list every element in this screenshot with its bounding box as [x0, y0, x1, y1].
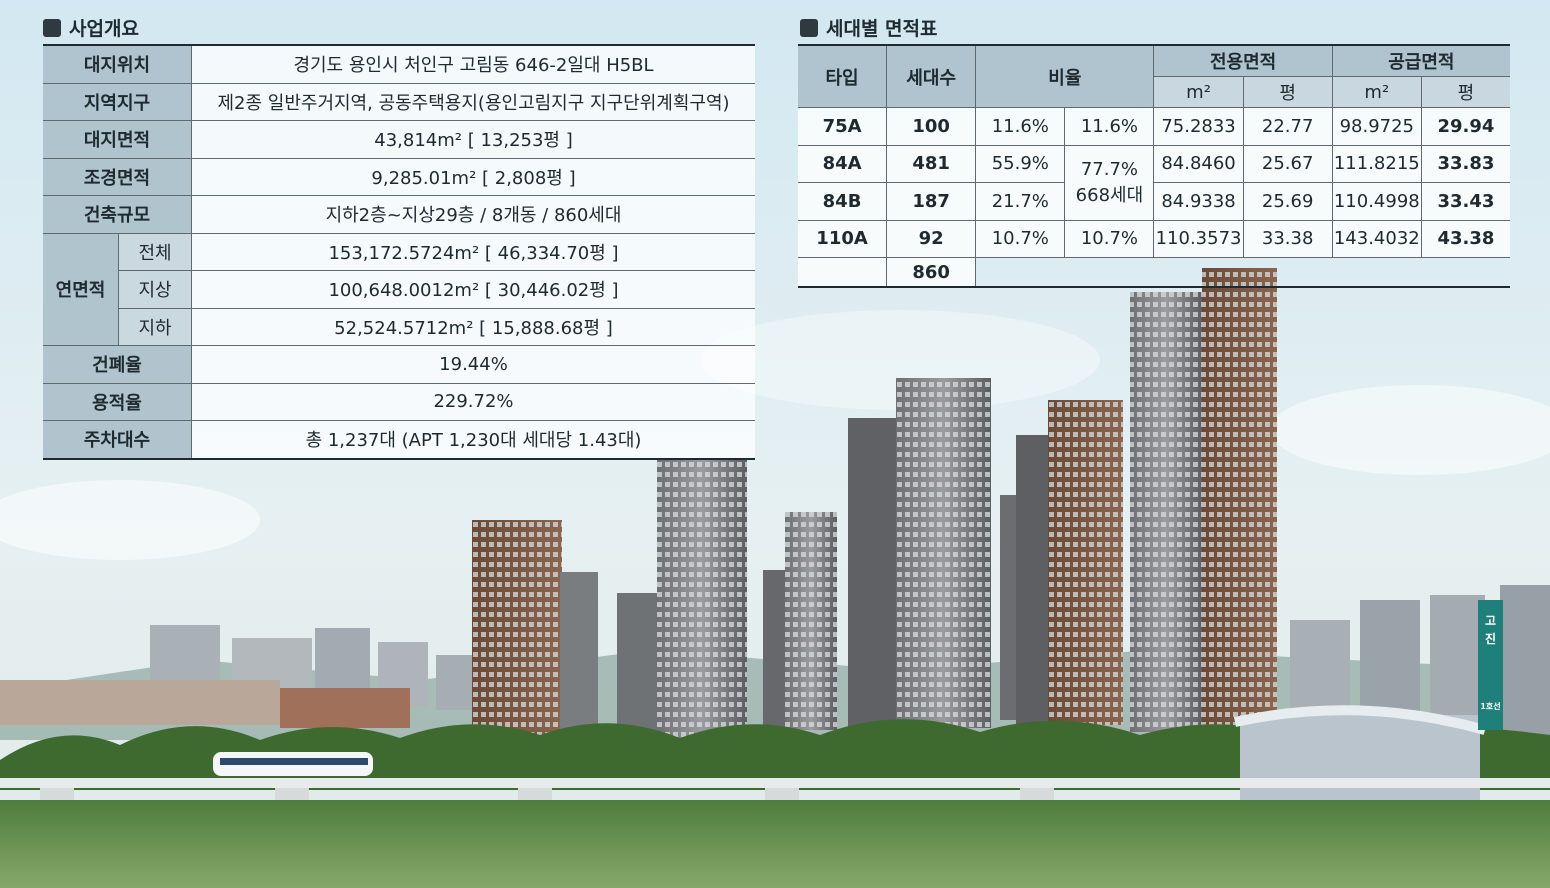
overview-title: 사업개요: [69, 18, 139, 40]
header-row: 타입 세대수 비율 전용면적 공급면적: [798, 45, 1510, 108]
row-value: 43,814m² [ 13,253평 ]: [191, 120, 755, 159]
square-bullet-icon: [43, 18, 61, 37]
section-title-overview: 사업개요: [43, 14, 139, 41]
cell-su-pyeong: 43.38: [1421, 220, 1510, 258]
header-su-m2: m²: [1332, 76, 1422, 108]
table-row: 건폐율 19.44%: [43, 345, 755, 384]
header-type: 타입: [798, 45, 888, 108]
row-value: 지하2층~지상29층 / 8개동 / 860세대: [191, 195, 755, 234]
table-row: 84A 481 55.9% 77.7% 668세대 84.8460 25.67 …: [798, 145, 1510, 221]
table-row: 조경면적 9,285.01m² [ 2,808평 ]: [43, 158, 755, 196]
cell-type: 110A: [798, 220, 888, 258]
row-label: 주차대수: [43, 420, 192, 459]
row-value: 제2종 일반주거지역, 공동주택용지(용인고림지구 지구단위계획구역): [191, 83, 755, 121]
area-table-title: 세대별 면적표: [826, 18, 938, 40]
cell-type: 84A: [798, 145, 888, 183]
group-units: 668세대: [1075, 184, 1144, 206]
station-sign-char-2: 진: [1484, 632, 1497, 646]
cell-su-m2: 110.4998: [1332, 182, 1422, 221]
cell-ex-m2: 84.8460: [1153, 145, 1244, 183]
cell-ex-m2: 84.9338: [1153, 182, 1244, 221]
row-label: 대지위치: [43, 45, 192, 84]
header-ex-pyeong: 평: [1243, 76, 1333, 108]
cell-su-pyeong: 29.94: [1421, 107, 1510, 146]
cell-ratio-group: 11.6%: [1064, 107, 1155, 146]
row-label: 건축규모: [43, 195, 192, 234]
table-row: 주차대수 총 1,237대 (APT 1,230대 세대당 1.43대): [43, 420, 755, 459]
cell-ratio-group: 10.7%: [1064, 220, 1155, 258]
row-label: 건폐율: [43, 345, 192, 384]
cell-su-pyeong: 33.43: [1421, 182, 1510, 221]
row-value: 총 1,237대 (APT 1,230대 세대당 1.43대): [191, 420, 755, 459]
unit-area-table: 타입 세대수 비율 전용면적 공급면적 m² 평 m² 평 75A 100 11…: [798, 44, 1510, 288]
station-sign-line: 1호선: [1480, 702, 1501, 711]
row-value: 52,524.5712m² [ 15,888.68평 ]: [191, 308, 755, 346]
total-row: 860: [798, 257, 1510, 288]
cell-units: 481: [886, 145, 977, 183]
station-sign: 고 진 1호선: [1478, 612, 1503, 716]
section-title-area-table: 세대별 면적표: [800, 14, 938, 41]
cell-units: 187: [886, 182, 977, 221]
table-row: 110A 92 10.7% 10.7% 110.3573 33.38 143.4…: [798, 220, 1510, 258]
cell-units: 92: [886, 220, 977, 258]
row-label: 용적율: [43, 383, 192, 421]
cell-ex-pyeong: 33.38: [1243, 220, 1333, 258]
table-row: 건축규모 지하2층~지상29층 / 8개동 / 860세대: [43, 195, 755, 234]
table-row: 용적율 229.72%: [43, 383, 755, 421]
row-value: 19.44%: [191, 345, 755, 384]
header-supply-area: 공급면적: [1332, 45, 1510, 77]
overview-table: 대지위치 경기도 용인시 처인구 고림동 646-2일대 H5BL 지역지구 제…: [43, 44, 755, 460]
table-row: 75A 100 11.6% 11.6% 75.2833 22.77 98.972…: [798, 107, 1510, 146]
square-bullet-icon: [800, 18, 818, 37]
cell-ratio: 55.9%: [975, 145, 1066, 183]
row-label: 지역지구: [43, 83, 192, 121]
row-value: 경기도 용인시 처인구 고림동 646-2일대 H5BL: [191, 45, 755, 84]
cell-ex-pyeong: 25.69: [1243, 182, 1333, 221]
cell-ratio: 10.7%: [975, 220, 1066, 258]
header-units: 세대수: [886, 45, 977, 108]
row-sublabel: 지하: [118, 308, 192, 346]
row-sublabel: 전체: [118, 233, 192, 271]
table-row: 대지위치 경기도 용인시 처인구 고림동 646-2일대 H5BL: [43, 45, 755, 84]
cell-su-pyeong: 33.83: [1421, 145, 1510, 183]
row-value: 153,172.5724m² [ 46,334.70평 ]: [191, 233, 755, 271]
row-value: 100,648.0012m² [ 30,446.02평 ]: [191, 270, 755, 309]
cell-total-blank: [798, 257, 888, 288]
cell-ex-pyeong: 25.67: [1243, 145, 1333, 183]
header-exclusive-area: 전용면적: [1153, 45, 1333, 77]
header-row: m² 평 m² 평: [798, 76, 1510, 108]
cell-ex-pyeong: 22.77: [1243, 107, 1333, 146]
cell-units: 100: [886, 107, 977, 146]
header-su-pyeong: 평: [1421, 76, 1510, 108]
row-label: 대지면적: [43, 120, 192, 159]
cell-total-spacer: [975, 257, 1510, 288]
table-row: 지역지구 제2종 일반주거지역, 공동주택용지(용인고림지구 지구단위계획구역): [43, 83, 755, 121]
group-ratio: 77.7%: [1080, 158, 1139, 180]
cell-ratio-group-84: 77.7% 668세대: [1064, 145, 1155, 221]
cell-ratio: 21.7%: [975, 182, 1066, 221]
cell-type: 84B: [798, 182, 888, 221]
table-row: 84B 187 21.7% 84.9338 25.69 110.4998 33.…: [798, 182, 1510, 221]
cell-ex-m2: 110.3573: [1153, 220, 1244, 258]
row-label: 조경면적: [43, 158, 192, 196]
row-sublabel: 지상: [118, 270, 192, 309]
row-value: 229.72%: [191, 383, 755, 421]
cell-type: 75A: [798, 107, 888, 146]
header-ratio: 비율: [975, 45, 1155, 108]
cell-ex-m2: 75.2833: [1153, 107, 1244, 146]
station-sign-char-1: 고: [1484, 614, 1497, 628]
cell-su-m2: 98.9725: [1332, 107, 1422, 146]
cell-su-m2: 111.8215: [1332, 145, 1422, 183]
cell-total-units: 860: [886, 257, 977, 288]
row-value: 9,285.01m² [ 2,808평 ]: [191, 158, 755, 196]
table-row: 지상 100,648.0012m² [ 30,446.02평 ]: [43, 270, 755, 309]
header-ex-m2: m²: [1153, 76, 1244, 108]
cell-ratio: 11.6%: [975, 107, 1066, 146]
table-row: 연면적 전체 153,172.5724m² [ 46,334.70평 ]: [43, 233, 755, 346]
table-row: 대지면적 43,814m² [ 13,253평 ]: [43, 120, 755, 159]
table-row: 지하 52,524.5712m² [ 15,888.68평 ]: [43, 308, 755, 346]
floor-area-label: 연면적: [43, 233, 119, 346]
cell-su-m2: 143.4032: [1332, 220, 1422, 258]
